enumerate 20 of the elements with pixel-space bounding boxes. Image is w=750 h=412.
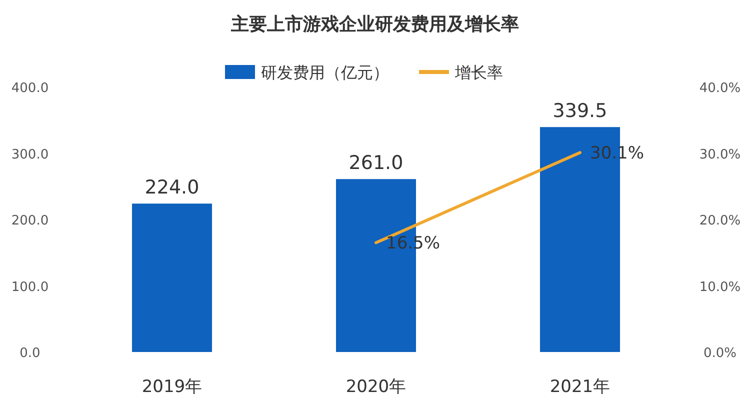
y-tick-label: 300.0	[11, 147, 49, 162]
chart-title: 主要上市游戏企业研发费用及增长率	[230, 14, 519, 35]
data-label: 261.0	[348, 152, 404, 174]
data-label: 224.0	[144, 176, 200, 199]
x-tick-label: 2021年	[550, 377, 610, 397]
x-tick-label: 2019年	[142, 377, 202, 397]
y2-tick-label: 40.0%	[699, 81, 741, 96]
y-tick-label: 200.0	[11, 214, 49, 228]
y2-tick-label: 0.0%	[703, 346, 737, 361]
y-tick-label: 100.0	[11, 280, 49, 295]
legend-label: 增长率	[454, 63, 503, 82]
y2-tick-label: 30.0%	[699, 147, 741, 162]
data-label: 339.5	[552, 100, 608, 122]
bar	[132, 204, 212, 352]
y-tick-label: 400.0	[11, 81, 49, 96]
y-tick-label: 0.0	[20, 346, 40, 361]
y2-tick-label: 20.0%	[699, 214, 741, 228]
legend-label: 研发费用（亿元）	[261, 63, 389, 82]
y2-tick-label: 10.0%	[699, 280, 741, 295]
x-tick-label: 2020年	[346, 377, 406, 397]
